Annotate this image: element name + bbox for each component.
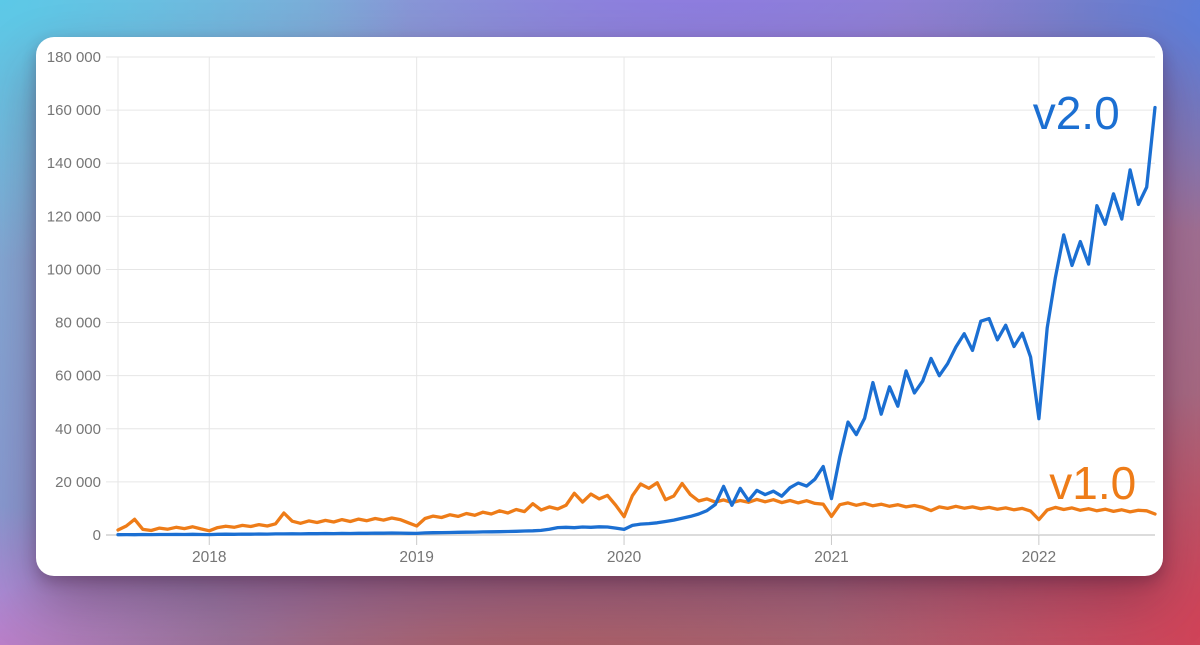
- y-tick-label: 100 000: [47, 261, 101, 278]
- chart-svg: 0 20 000 40 000 60 000 80 000 100 000 120 000 1…: [47, 49, 1157, 566]
- y-tick-label: 60 000: [55, 368, 101, 385]
- x-tick-label: 2021: [814, 549, 848, 566]
- y-tick-label: 160 000: [47, 102, 101, 119]
- series-label-v2-0: v2.0: [1033, 87, 1120, 139]
- y-tick-label: 80 000: [55, 315, 101, 332]
- series-label-v1-0: v1.0: [1049, 457, 1136, 509]
- y-tick-label: 20 000: [55, 474, 101, 491]
- series-line-v1-0: [116, 481, 1157, 533]
- x-tick-label: 2020: [607, 549, 642, 566]
- series-line-v2-0: [116, 105, 1157, 537]
- y-tick-label: 0: [93, 527, 101, 544]
- y-tick-label: 140 000: [47, 155, 101, 172]
- y-tick-label: 40 000: [55, 421, 101, 438]
- x-tick-label: 2018: [192, 549, 226, 566]
- y-tick-label: 120 000: [47, 208, 101, 225]
- chart-card: 0 20 000 40 000 60 000 80 000 100 000 120 000 1…: [36, 37, 1163, 576]
- x-tick-label: 2022: [1022, 549, 1056, 566]
- y-tick-label: 180 000: [47, 49, 101, 66]
- x-tick-label: 2019: [399, 549, 433, 566]
